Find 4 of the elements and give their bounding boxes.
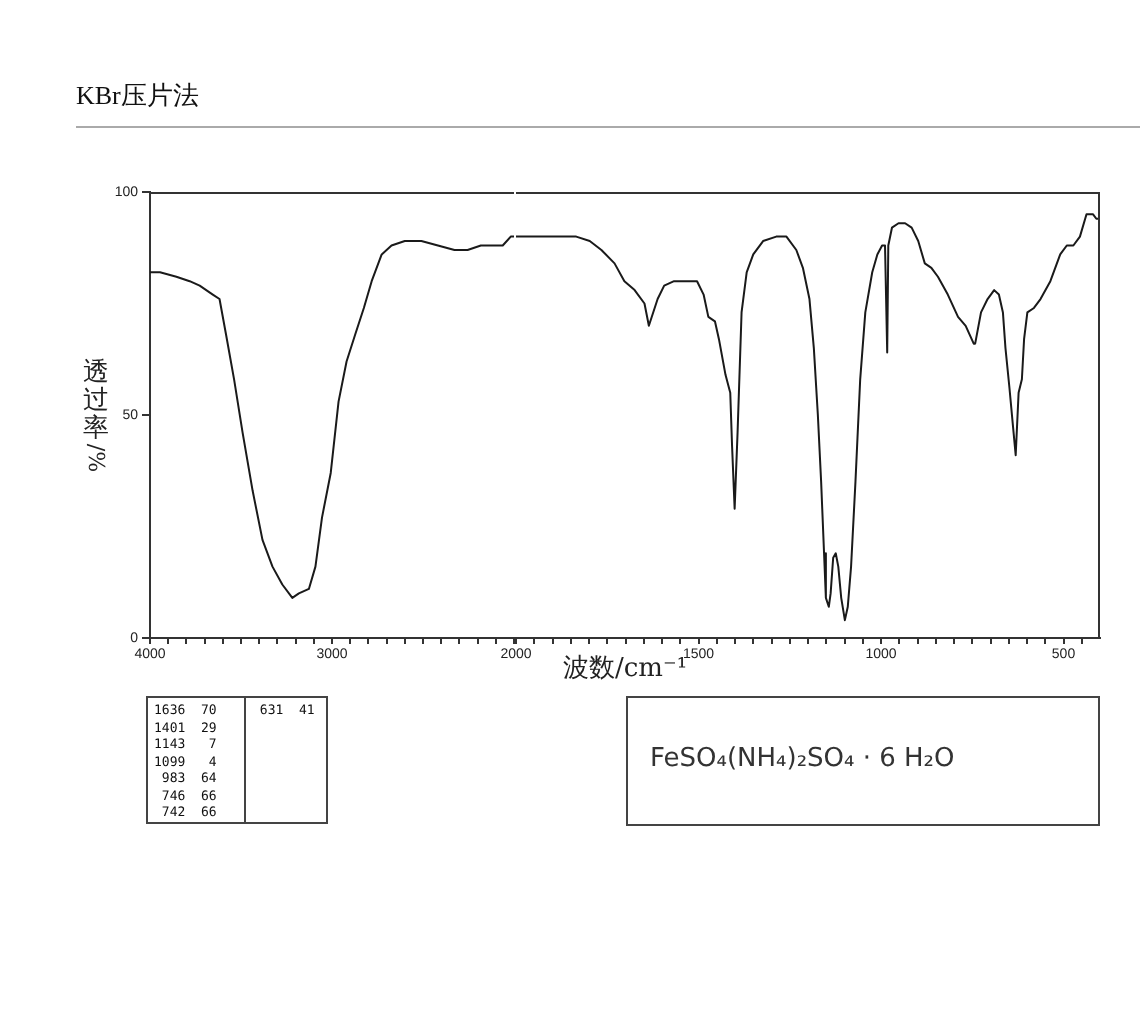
chart-title: KBr压片法: [76, 78, 199, 114]
y-axis-title: 透过率/%: [81, 355, 111, 472]
x-axis-title: 波数/cm⁻¹: [563, 654, 688, 686]
label-frame: FeSO₄(NH₄)₂SO₄ · 6 H₂O: [626, 696, 1100, 826]
